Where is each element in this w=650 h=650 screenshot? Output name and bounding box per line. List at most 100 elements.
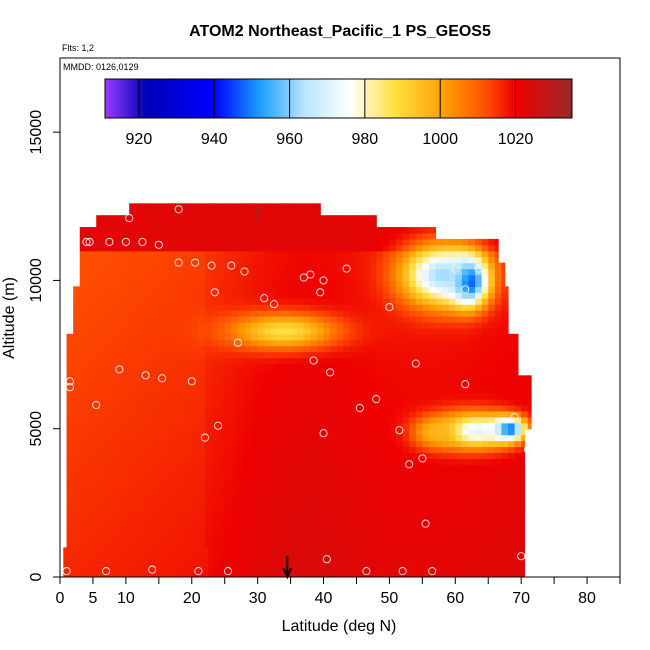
heatmap-cell [376,232,384,240]
heatmap-cell [152,470,160,477]
heatmap-cell [422,476,430,483]
heatmap-cell [83,547,91,554]
heatmap-cell [475,464,483,471]
heatmap-cell [323,321,331,329]
heatmap-cell [349,250,358,258]
heatmap-cell [158,244,167,252]
heatmap-cell [178,345,186,353]
heatmap-cell [455,476,463,483]
heatmap-cell [79,511,87,519]
heatmap-cell [316,280,325,287]
heatmap-cell [178,256,186,264]
heatmap-cell [521,422,529,430]
heatmap-cell [422,440,430,448]
heatmap-cell [211,393,219,400]
heatmap-cell [514,488,522,495]
heatmap-cell [251,452,259,459]
heatmap-cell [99,304,107,311]
sample-point [411,359,420,368]
heatmap-cell [330,523,338,531]
heatmap-cell [86,339,94,347]
heatmap-cell [284,511,292,519]
heatmap-cell [508,399,516,406]
heatmap-cell [234,559,242,566]
heatmap-cell [86,321,94,329]
heatmap-cell [234,215,242,222]
heatmap-cell [501,316,509,323]
heatmap-cell [106,464,114,471]
heatmap-cell [257,428,265,436]
heatmap-cell [290,244,298,252]
heatmap-cell [336,404,344,412]
heatmap-cell [396,321,404,329]
heatmap-cell [119,535,127,543]
heatmap-cell [501,304,509,311]
heatmap-cell [428,410,437,418]
heatmap-cell [359,559,367,566]
heatmap-cell [471,571,479,577]
heatmap-cell [287,215,295,222]
heatmap-cell [356,452,364,459]
heatmap-cell [284,268,292,276]
heatmap-cell [198,434,206,442]
heatmap-cell [112,310,120,317]
heatmap-cell [284,446,292,454]
heatmap-cell [112,274,120,282]
heatmap-cell [66,351,74,359]
heatmap-cell [119,452,127,459]
heatmap-cell [277,304,285,311]
heatmap-cell [284,262,292,270]
heatmap-cell [214,547,223,554]
heatmap-cell [231,452,239,459]
heatmap-cell [257,363,265,370]
heatmap-cell [86,262,94,270]
heatmap-cell [106,345,114,353]
heatmap-cell [198,227,206,234]
heatmap-cell [204,422,213,430]
heatmap-cell [132,339,140,347]
heatmap-cell [129,553,137,560]
heatmap-cell [119,428,127,436]
heatmap-cell [376,274,384,282]
heatmap-cell [448,363,456,370]
heatmap-cell [237,304,246,311]
heatmap-cell [316,381,325,388]
heatmap-cell [297,268,305,276]
heatmap-cell [132,375,140,382]
heatmap-cell [92,476,101,483]
heatmap-cell [336,393,344,400]
heatmap-cell [432,571,440,577]
heatmap-cell [79,298,87,305]
heatmap-cell [402,446,410,454]
heatmap-cell [396,470,404,477]
heatmap-cell [330,410,338,418]
heatmap-cell [73,517,81,525]
heatmap-cell [201,215,209,222]
heatmap-cell [125,369,134,376]
heatmap-cell [132,369,140,376]
heatmap-cell [349,404,358,412]
heatmap-cell [79,345,87,353]
heatmap-cell [501,541,509,548]
heatmap-cell [109,565,117,572]
heatmap-cell [475,440,483,448]
sample-point [428,567,437,576]
heatmap-cell [349,274,358,282]
heatmap-cell [237,333,246,341]
heatmap-cell [461,464,470,471]
heatmap-cell [185,470,193,477]
heatmap-cell [369,458,377,465]
heatmap-cell [402,238,410,246]
heatmap-cell [165,446,173,454]
heatmap-cell [514,541,522,548]
heatmap-cell [277,422,285,430]
heatmap-cell [488,375,496,382]
heatmap-cell [112,232,120,240]
heatmap-cell [125,416,134,424]
heatmap-cell [198,339,206,347]
x-tick-label: 80 [578,590,596,607]
heatmap-cell [96,559,104,566]
heatmap-cell [415,517,423,525]
heatmap-cell [389,493,397,501]
heatmap-cell [382,410,391,418]
